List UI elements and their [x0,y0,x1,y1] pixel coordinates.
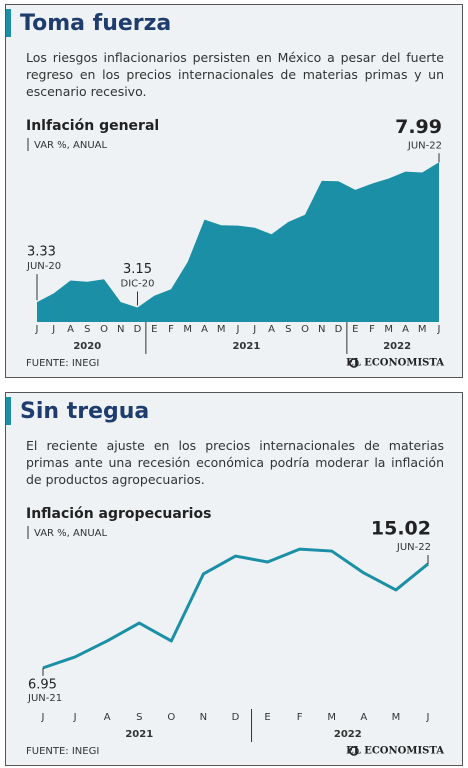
x-tick-label: J [35,324,39,335]
x-tick-label: S [84,324,90,335]
x-tick-label: F [297,712,303,723]
x-tick-label: A [67,324,74,335]
brand: EL ECONOMISTA [346,358,444,369]
point-label: DIC-20 [121,279,155,290]
year-label: 2021 [125,729,153,740]
x-tick-label: E [151,324,157,335]
point-label: JUN-22 [396,542,431,553]
header-bar [6,9,11,37]
chart: Sin tregua Inflación agropecuarios VAR %, … [6,397,444,757]
point-label: JUN-21 [27,693,62,704]
x-tick-label: D [134,324,142,335]
line [42,547,429,670]
x-tick-label: J [236,324,240,335]
x-tick-label: J [437,324,441,335]
brand-logo [349,746,359,756]
unit-label: VAR %, ANUAL [34,528,108,539]
x-tick-label: S [136,712,142,723]
year-label: 2022 [334,729,362,740]
x-tick-label: J [426,712,430,723]
x-tick-label: A [201,324,208,335]
year-label: 2020 [73,341,101,352]
area [37,162,439,322]
year-label: 2021 [232,341,260,352]
value-label: 15.02 [371,517,431,539]
value-label: 3.15 [123,262,152,277]
unit-label: VAR %, ANUAL [34,140,108,151]
x-tick-label: M [183,324,192,335]
x-tick-label: O [167,712,175,723]
year-label: 2022 [383,341,411,352]
x-tick-label: O [100,324,108,335]
x-tick-label: A [402,324,409,335]
header-bar [6,397,11,425]
value-label: 3.33 [27,245,56,260]
chart: Toma fuerza Inlfación general VAR %, ANUAL… [6,9,444,369]
description: El reciente ajuste en los precios intern… [26,438,444,487]
brand: EL ECONOMISTA [346,746,444,757]
x-tick-label: J [41,712,45,723]
x-tick-label: A [360,712,367,723]
panel: Los riesgos inflacionarios persisten en … [5,4,463,378]
point-label: JUN-22 [407,140,442,151]
headline: Sin tregua [20,399,149,424]
x-tick-label: J [73,712,77,723]
x-tick-label: M [418,324,427,335]
value-label: 7.99 [395,116,442,138]
x-tick-label: M [392,712,401,723]
x-tick-label: D [232,712,240,723]
x-tick-label: J [51,324,55,335]
x-tick-label: D [335,324,343,335]
panel: El reciente ajuste en los precios intern… [5,392,463,766]
x-tick-label: F [168,324,174,335]
headline: Toma fuerza [20,11,171,36]
description: Los riesgos inflacionarios persisten en … [26,50,444,99]
x-tick-label: M [327,712,336,723]
x-tick-label: A [268,324,275,335]
x-tick-label: J [252,324,256,335]
x-tick-label: A [104,712,111,723]
chart-title: Inflación agropecuarios [26,506,211,522]
x-tick-label: E [352,324,358,335]
x-tick-label: N [200,712,207,723]
x-tick-label: N [117,324,124,335]
x-tick-label: N [318,324,325,335]
source: FUENTE: INEGI [26,358,99,369]
point-label: JUN-20 [26,261,61,272]
chart-title: Inlfación general [26,118,159,134]
x-tick-label: M [217,324,226,335]
value-label: 6.95 [28,677,57,692]
x-tick-label: F [369,324,375,335]
x-tick-label: M [384,324,393,335]
x-tick-label: E [264,712,270,723]
x-tick-label: O [301,324,309,335]
source: FUENTE: INEGI [26,746,99,757]
brand-logo [349,358,359,368]
x-tick-label: S [285,324,291,335]
